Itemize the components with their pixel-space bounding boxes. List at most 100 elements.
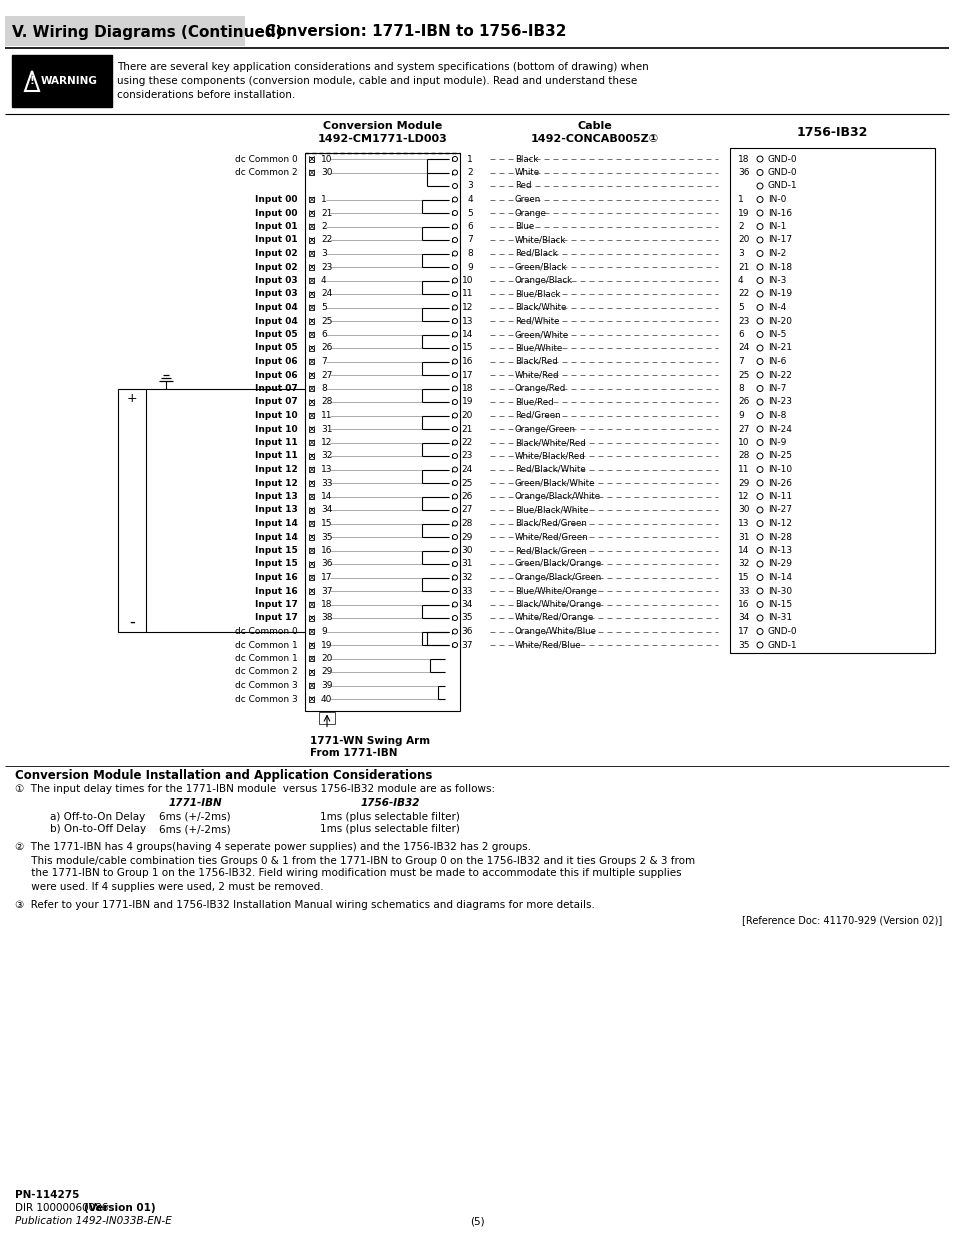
- Text: 30: 30: [461, 546, 473, 555]
- Text: 39: 39: [320, 680, 333, 690]
- Text: ③  Refer to your 1771-IBN and 1756-IB32 Installation Manual wiring schematics an: ③ Refer to your 1771-IBN and 1756-IB32 I…: [15, 899, 595, 909]
- Text: Input 15: Input 15: [255, 546, 297, 555]
- Text: Input 11: Input 11: [255, 438, 297, 447]
- Text: IN-18: IN-18: [767, 263, 791, 272]
- Text: 12: 12: [320, 438, 332, 447]
- Bar: [309, 170, 314, 175]
- Text: White/Red: White/Red: [515, 370, 558, 379]
- Text: 37: 37: [320, 587, 333, 595]
- Text: IN-1: IN-1: [767, 222, 785, 231]
- Bar: [309, 642, 314, 647]
- Text: 21: 21: [461, 425, 473, 433]
- Text: GND-0: GND-0: [767, 154, 797, 163]
- Text: 20: 20: [461, 411, 473, 420]
- Text: Input 06: Input 06: [255, 370, 297, 379]
- Text: using these components (conversion module, cable and input module). Read and und: using these components (conversion modul…: [117, 77, 637, 86]
- Text: IN-28: IN-28: [767, 532, 791, 541]
- Text: 10: 10: [738, 438, 749, 447]
- Text: 13: 13: [738, 519, 749, 529]
- Text: dc Common 1: dc Common 1: [235, 641, 297, 650]
- Text: 36: 36: [738, 168, 749, 177]
- Text: 22: 22: [320, 236, 332, 245]
- Text: -: -: [129, 613, 134, 631]
- Bar: [309, 264, 314, 269]
- Text: 33: 33: [738, 587, 749, 595]
- Text: Green/Black: Green/Black: [515, 263, 567, 272]
- Bar: [309, 508, 314, 513]
- Text: dc Common 1: dc Common 1: [235, 655, 297, 663]
- Text: Input 04: Input 04: [255, 316, 297, 326]
- Bar: [309, 359, 314, 364]
- Text: IN-19: IN-19: [767, 289, 791, 299]
- Text: 18: 18: [461, 384, 473, 393]
- Text: Input 17: Input 17: [254, 600, 297, 609]
- Text: 14: 14: [461, 330, 473, 338]
- Text: Blue/Red: Blue/Red: [515, 398, 553, 406]
- Bar: [309, 669, 314, 674]
- Bar: [118, 389, 146, 631]
- Text: a) Off-to-On Delay: a) Off-to-On Delay: [50, 811, 145, 821]
- Text: IN-22: IN-22: [767, 370, 791, 379]
- Bar: [309, 291, 314, 296]
- Text: 1756-IB32: 1756-IB32: [360, 799, 419, 809]
- Text: Input 13: Input 13: [255, 505, 297, 515]
- Text: Red/White: Red/White: [515, 316, 558, 326]
- Text: IN-0: IN-0: [767, 195, 785, 204]
- Bar: [12, 56, 112, 107]
- Bar: [309, 589, 314, 594]
- Text: Input 00: Input 00: [255, 195, 297, 204]
- Text: IN-31: IN-31: [767, 614, 791, 622]
- Text: 20: 20: [738, 236, 749, 245]
- Bar: [309, 683, 314, 688]
- Text: 7: 7: [467, 236, 473, 245]
- Text: dc Common 0: dc Common 0: [235, 627, 297, 636]
- Text: 24: 24: [738, 343, 748, 352]
- Text: Input 05: Input 05: [255, 343, 297, 352]
- Bar: [309, 305, 314, 310]
- Text: 23: 23: [461, 452, 473, 461]
- Text: Blue/Black/White: Blue/Black/White: [515, 505, 588, 515]
- Bar: [309, 562, 314, 567]
- Bar: [309, 615, 314, 620]
- Text: dc Common 2: dc Common 2: [235, 168, 297, 177]
- Text: IN-30: IN-30: [767, 587, 791, 595]
- Text: 20: 20: [320, 655, 332, 663]
- Text: IN-11: IN-11: [767, 492, 791, 501]
- Text: IN-6: IN-6: [767, 357, 785, 366]
- Text: 1ms (plus selectable filter): 1ms (plus selectable filter): [319, 811, 459, 821]
- Text: IN-3: IN-3: [767, 275, 785, 285]
- Text: 28: 28: [320, 398, 332, 406]
- Text: IN-4: IN-4: [767, 303, 785, 312]
- Text: Blue/Black: Blue/Black: [515, 289, 560, 299]
- Bar: [309, 535, 314, 540]
- Text: Input 15: Input 15: [255, 559, 297, 568]
- Text: 3: 3: [738, 249, 743, 258]
- Text: 17: 17: [738, 627, 749, 636]
- Text: Input 01: Input 01: [255, 222, 297, 231]
- Text: Cable: Cable: [577, 121, 612, 131]
- Text: IN-2: IN-2: [767, 249, 785, 258]
- Text: 15: 15: [738, 573, 749, 582]
- Text: 17: 17: [461, 370, 473, 379]
- Text: Black/Red/Green: Black/Red/Green: [515, 519, 586, 529]
- Bar: [309, 521, 314, 526]
- Text: There are several key application considerations and system specifications (bott: There are several key application consid…: [117, 62, 648, 72]
- Text: 27: 27: [738, 425, 749, 433]
- Text: Input 17: Input 17: [254, 614, 297, 622]
- Text: 34: 34: [738, 614, 749, 622]
- Text: 24: 24: [320, 289, 332, 299]
- Text: 22: 22: [738, 289, 748, 299]
- Text: Red/Black/White: Red/Black/White: [515, 466, 585, 474]
- Text: 17: 17: [320, 573, 333, 582]
- Text: 11: 11: [320, 411, 333, 420]
- Text: 10: 10: [320, 154, 333, 163]
- Text: Input 10: Input 10: [255, 411, 297, 420]
- Text: 1: 1: [738, 195, 743, 204]
- Bar: [309, 412, 314, 417]
- Text: 1771-WN Swing Arm: 1771-WN Swing Arm: [310, 736, 430, 746]
- Text: 19: 19: [461, 398, 473, 406]
- Text: dc Common 0: dc Common 0: [235, 154, 297, 163]
- Text: 24: 24: [461, 466, 473, 474]
- Text: Conversion Module: Conversion Module: [322, 121, 441, 131]
- Text: 14: 14: [320, 492, 332, 501]
